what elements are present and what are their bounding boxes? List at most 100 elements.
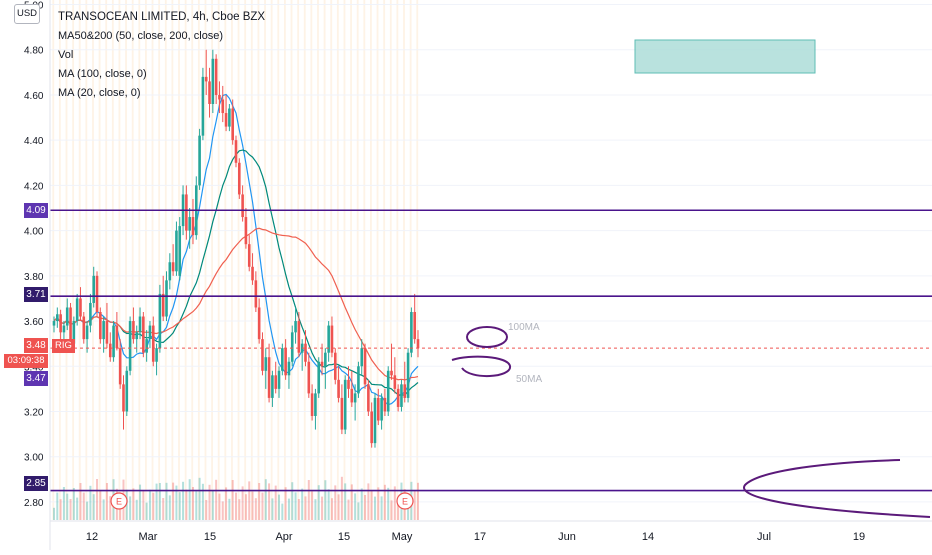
candle-body <box>277 370 281 389</box>
candle-body <box>118 348 122 385</box>
volume-bar <box>284 487 287 520</box>
volume-bar <box>231 480 234 520</box>
candle-body <box>135 332 139 340</box>
volume-bar <box>307 480 310 520</box>
candle-body <box>165 280 168 317</box>
volume-bar <box>182 481 185 520</box>
y-tick-label: 3.00 <box>24 453 44 464</box>
volume-bar <box>76 497 79 520</box>
indicator-ma20[interactable]: MA (20, close, 0) <box>58 87 141 99</box>
x-tick-label: Jul <box>757 531 771 543</box>
candle-body <box>108 343 112 358</box>
indicator-ma50-200[interactable]: MA50&200 (50, close, 200, close) <box>58 30 224 42</box>
session-stripe <box>237 0 240 520</box>
session-stripe <box>416 0 419 520</box>
volume-bar <box>274 485 277 520</box>
volume-bar <box>145 502 148 520</box>
candle-body <box>370 411 373 444</box>
session-stripe <box>138 0 141 520</box>
volume-bar <box>350 484 353 520</box>
candle-body <box>271 375 274 398</box>
candle-body <box>185 194 188 231</box>
volume-bar <box>228 498 231 520</box>
candle-body <box>198 135 201 186</box>
candle-body <box>327 325 330 353</box>
volume-bar <box>168 495 171 520</box>
candle-body <box>247 244 251 267</box>
volume-bar <box>96 479 99 520</box>
candle-body <box>175 230 178 272</box>
x-tick-label: 15 <box>338 531 350 543</box>
indicator-volume[interactable]: Vol <box>58 49 74 61</box>
y-tick-label: 2.80 <box>24 498 44 509</box>
volume-bar <box>102 499 105 520</box>
volume-bar <box>268 483 271 520</box>
session-stripe <box>389 0 392 520</box>
session-stripe <box>78 0 81 520</box>
session-stripe <box>92 0 94 520</box>
candle-body <box>297 321 301 353</box>
candle-body <box>89 302 92 326</box>
session-stripe <box>409 0 412 520</box>
y-tick-label: 3.80 <box>24 272 44 283</box>
indicator-ma100[interactable]: MA (100, close, 0) <box>58 68 147 80</box>
volume-bar <box>79 483 82 520</box>
volume-bar <box>337 494 340 520</box>
volume-bar <box>191 487 194 520</box>
candle-body <box>75 298 79 322</box>
freehand-curve <box>742 459 931 518</box>
volume-bar <box>387 487 390 520</box>
session-stripe <box>58 0 61 520</box>
volume-bar <box>413 490 416 520</box>
volume-bar <box>314 499 317 520</box>
y-tick-label: 4.80 <box>24 46 44 57</box>
volume-bar <box>162 498 165 520</box>
candle-body <box>82 316 86 340</box>
candle-body <box>224 113 228 127</box>
volume-bar <box>165 482 168 520</box>
volume-bar <box>218 493 221 520</box>
session-stripe <box>151 0 154 520</box>
candle-body <box>158 293 162 349</box>
ma100-annotation: 100MA <box>508 322 540 333</box>
candle-body <box>241 194 244 218</box>
volume-bar <box>205 500 208 520</box>
candle-body <box>287 361 291 376</box>
volume-bar <box>215 479 218 520</box>
volume-bar <box>397 497 400 520</box>
x-tick-label: 12 <box>86 531 98 543</box>
candle-body <box>383 397 387 412</box>
volume-bar <box>340 476 343 520</box>
candle-body <box>178 226 182 276</box>
candle-body <box>85 325 89 340</box>
volume-bar <box>225 487 228 520</box>
candle-body <box>244 217 248 245</box>
currency-button[interactable]: USD <box>14 4 40 24</box>
session-stripe <box>231 0 233 520</box>
ticker-tag: RIG <box>52 339 75 353</box>
candle-body <box>191 217 195 236</box>
volume-bar <box>390 500 393 520</box>
session-stripe <box>264 0 266 520</box>
candle-body <box>413 312 416 340</box>
candle-body <box>320 361 324 367</box>
session-stripe <box>283 0 286 520</box>
candle-body <box>218 94 221 100</box>
volume-bar <box>258 483 261 520</box>
candle-body <box>238 162 241 195</box>
candle-body <box>403 384 407 398</box>
candle-body <box>324 352 327 367</box>
volume-bar <box>148 489 151 520</box>
candle-body <box>347 379 350 389</box>
freehand-circle-100ma <box>466 326 508 348</box>
session-stripe <box>184 0 187 520</box>
candle-body <box>155 348 158 362</box>
candle-body <box>290 332 294 362</box>
candle-body <box>204 76 208 82</box>
session-stripe <box>217 0 220 520</box>
candle-body <box>304 343 307 362</box>
price-tag-level-3: 2.85 <box>24 476 48 491</box>
candle-body <box>151 325 155 362</box>
